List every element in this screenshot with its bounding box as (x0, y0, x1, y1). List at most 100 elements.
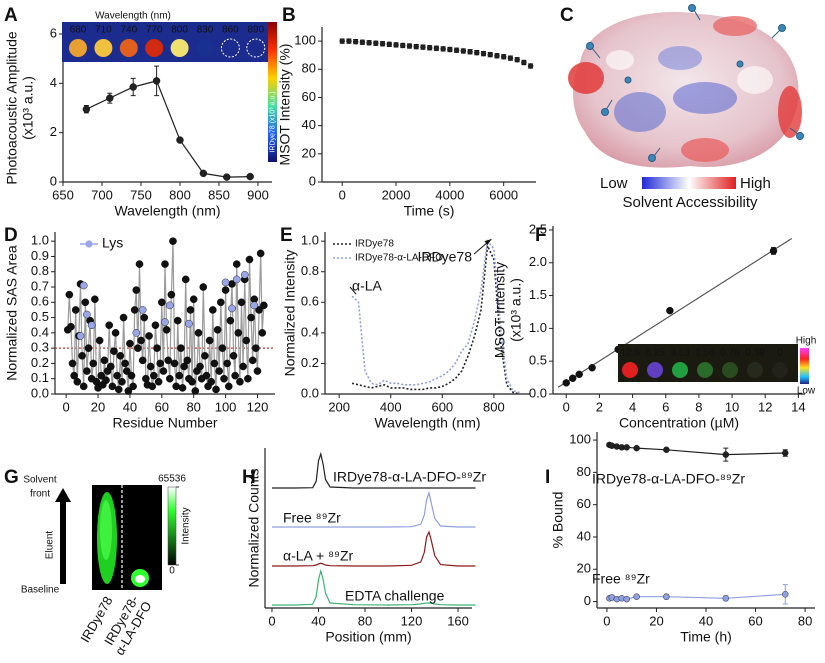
data-point (83, 310, 91, 319)
x-tick-label: 800 (483, 399, 505, 414)
y-axis-label: Normalized Intensity (282, 250, 298, 377)
data-point (122, 367, 131, 375)
data-point (527, 63, 534, 69)
y-tick-label: 2.5 (529, 221, 547, 236)
y-tick-label: 4 (50, 75, 57, 90)
data-point (150, 371, 158, 380)
y-tick-label: 2.0 (529, 254, 547, 269)
y-tick-label: 0.6 (301, 294, 319, 309)
y-tick-label: 0.5 (529, 353, 547, 368)
data-point (132, 329, 141, 337)
y-tick-label: 60 (577, 496, 591, 511)
data-point (433, 45, 440, 51)
data-point (440, 46, 446, 52)
data-point (569, 374, 577, 382)
data-point (663, 593, 670, 600)
y-tick-label: 0.3 (31, 340, 49, 355)
data-point (426, 45, 433, 51)
data-point (185, 319, 193, 328)
eluent-label: Eluent (45, 531, 56, 560)
inset-colorbar-label: IRDye78 (x10³ a.u.) (269, 91, 276, 152)
inset-concentration-label: 0.39 (745, 348, 765, 359)
colorbar-label: Intensity (181, 507, 192, 544)
data-point (248, 356, 257, 365)
data-point (71, 306, 80, 314)
data-point (218, 344, 227, 352)
data-point (156, 359, 165, 368)
inset-spot (697, 362, 713, 378)
y-tick-label: 0.4 (301, 324, 319, 339)
panel-letter: B (282, 5, 296, 26)
x-axis-label: Wavelength (nm) (374, 415, 480, 431)
data-point (474, 49, 480, 56)
data-point (400, 42, 406, 49)
x-tick-label: 80 (798, 613, 812, 628)
data-point (623, 595, 630, 603)
data-point (239, 362, 247, 371)
y-tick-label: 80 (577, 464, 591, 479)
series-line (272, 530, 476, 567)
data-point (164, 356, 172, 365)
data-point (252, 344, 260, 352)
data-point (106, 94, 114, 102)
data-point (167, 290, 176, 299)
panel-letter: C (560, 5, 574, 26)
y-tick-label: 0.8 (31, 263, 49, 278)
tlc-image (92, 485, 162, 590)
data-point (633, 444, 640, 452)
data-point (260, 301, 268, 310)
data-point (152, 77, 161, 85)
data-point (373, 40, 379, 46)
data-point (346, 38, 352, 44)
data-point (231, 371, 239, 380)
y-tick-label: 1.0 (301, 233, 319, 248)
series-line (272, 568, 476, 606)
data-point (633, 593, 640, 600)
data-point (91, 295, 99, 304)
panel-letter: D (4, 225, 18, 246)
data-point (102, 376, 110, 385)
accessibility-colorbar (642, 177, 736, 189)
y-tick-label: 1.5 (529, 287, 547, 302)
data-point (232, 260, 241, 268)
inset-wavelength-label: 800 (171, 25, 188, 36)
x-tick-label: 700 (91, 187, 113, 202)
intensity-colorbar (167, 486, 177, 566)
data-point (124, 387, 133, 395)
data-point (244, 374, 252, 383)
data-point (169, 237, 177, 245)
x-tick-label: 900 (247, 187, 269, 202)
series-line (272, 490, 476, 528)
data-point (172, 382, 180, 391)
data-point (232, 275, 241, 284)
data-point (258, 329, 267, 337)
data-point (108, 382, 117, 391)
data-point (247, 313, 255, 322)
series-line (272, 451, 476, 489)
data-point (70, 371, 78, 380)
data-point (212, 385, 220, 394)
x-tick-label: 2000 (382, 187, 411, 202)
x-axis-label: Wavelength (nm) (114, 203, 220, 219)
data-point (132, 286, 141, 294)
inset-spot (94, 39, 113, 57)
data-point (73, 377, 82, 386)
inset-high-label: High (796, 336, 817, 347)
inset-spot (170, 39, 189, 57)
inset-colorbar (268, 22, 277, 162)
x-axis-label: Time (s) (404, 203, 455, 219)
y-tick-label: 0.7 (31, 278, 49, 293)
x-tick-label: 10 (725, 399, 739, 414)
y-tick-label: 0.5 (31, 309, 49, 324)
panel-letter: A (4, 5, 18, 26)
inset-spot (772, 362, 788, 378)
legend-label: Lys (102, 235, 123, 251)
data-point (161, 318, 169, 326)
inset-spot (196, 39, 214, 57)
x-tick-label: 80 (358, 613, 372, 628)
data-point (161, 260, 169, 268)
y-tick-label: 0.9 (31, 248, 49, 263)
data-point (420, 44, 426, 50)
y-tick-label: 20 (577, 561, 591, 576)
